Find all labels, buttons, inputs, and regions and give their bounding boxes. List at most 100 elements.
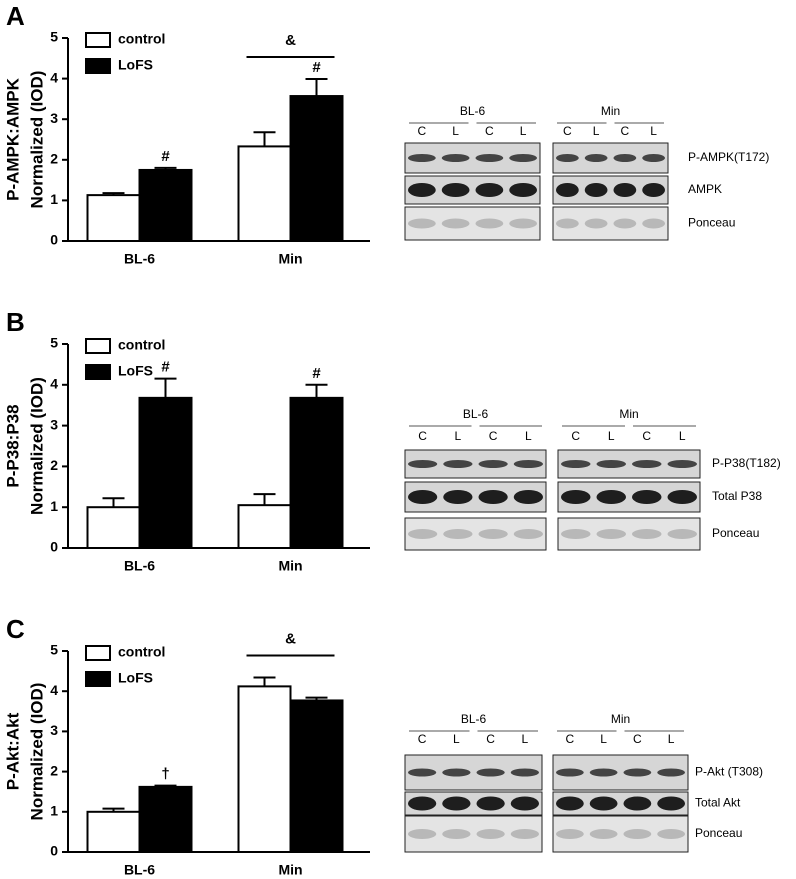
y-axis-label: P-AMPK:AMPK bbox=[3, 77, 22, 200]
y-tick-label: 2 bbox=[50, 151, 58, 167]
legend-label: control bbox=[118, 31, 165, 47]
y-tick-label: 1 bbox=[50, 803, 58, 819]
blot-band bbox=[509, 183, 537, 197]
lane-label: C bbox=[486, 732, 495, 746]
lane-label: C bbox=[485, 124, 494, 138]
blot-row-label: P-AMPK(T172) bbox=[688, 150, 769, 164]
blot-band bbox=[408, 490, 438, 504]
blot-row-label: Total Akt bbox=[695, 796, 741, 810]
blot-band bbox=[441, 183, 470, 197]
blot-row-label: Ponceau bbox=[712, 526, 759, 540]
blot-band bbox=[561, 460, 591, 468]
blot-band bbox=[510, 796, 539, 811]
blot-band bbox=[408, 529, 438, 539]
legend-swatch bbox=[85, 671, 111, 687]
panel-letter: C bbox=[6, 614, 25, 644]
y-tick-label: 3 bbox=[50, 722, 58, 738]
blot-band bbox=[513, 460, 543, 468]
y-tick-label: 1 bbox=[50, 498, 58, 514]
x-tick-label: BL-6 bbox=[124, 862, 155, 878]
blot-band bbox=[441, 218, 470, 229]
lane-label: C bbox=[418, 124, 427, 138]
blot-group-label: BL-6 bbox=[463, 407, 489, 421]
blot-band bbox=[632, 460, 662, 468]
blot-band bbox=[623, 768, 652, 777]
blot-band bbox=[556, 154, 579, 162]
x-tick-label: Min bbox=[278, 251, 302, 267]
blot-group-label: Min bbox=[611, 712, 630, 726]
blot-band bbox=[408, 154, 436, 162]
lane-label: L bbox=[593, 124, 600, 138]
blot-group-label: BL-6 bbox=[461, 712, 487, 726]
blot-band bbox=[443, 490, 473, 504]
lane-label: C bbox=[621, 124, 630, 138]
blot-band bbox=[442, 768, 471, 777]
lane-label: C bbox=[563, 124, 572, 138]
significance-mark: † bbox=[161, 766, 169, 783]
significance-mark: # bbox=[312, 59, 321, 76]
lane-label: L bbox=[679, 429, 686, 443]
blot-band bbox=[613, 218, 637, 229]
blot-band bbox=[667, 529, 697, 539]
blot-band bbox=[442, 829, 471, 839]
legend-swatch bbox=[85, 338, 111, 354]
blot-row-label: P-P38(T182) bbox=[712, 456, 781, 470]
blot-band bbox=[556, 768, 584, 777]
blot-row-label: Ponceau bbox=[695, 826, 742, 840]
panel-letter: B bbox=[6, 307, 25, 337]
blot-band bbox=[589, 796, 618, 811]
blot-band bbox=[408, 796, 437, 811]
bar bbox=[237, 685, 292, 853]
significance-mark: # bbox=[161, 359, 170, 376]
blot-band bbox=[589, 768, 618, 777]
y-axis-label: P-Akt:Akt bbox=[3, 712, 22, 790]
lane-label: L bbox=[453, 732, 460, 746]
blot-band bbox=[613, 183, 637, 197]
blot-band bbox=[596, 490, 626, 504]
blot-band bbox=[513, 490, 543, 504]
legend-swatch bbox=[85, 32, 111, 48]
lane-label: L bbox=[520, 124, 527, 138]
lane-label: C bbox=[418, 732, 427, 746]
lane-label: C bbox=[566, 732, 575, 746]
lane-label: C bbox=[571, 429, 580, 443]
group-significance: & bbox=[285, 631, 296, 648]
bar bbox=[138, 396, 193, 549]
x-tick-label: BL-6 bbox=[124, 251, 155, 267]
y-tick-label: 2 bbox=[50, 457, 58, 473]
lane-label: L bbox=[452, 124, 459, 138]
y-tick-label: 1 bbox=[50, 191, 58, 207]
blot-band bbox=[556, 183, 579, 197]
blot-band bbox=[478, 529, 508, 539]
bar bbox=[289, 396, 344, 549]
blot-band bbox=[657, 829, 685, 839]
blot-band bbox=[475, 218, 504, 229]
y-tick-label: 3 bbox=[50, 416, 58, 432]
blot-band bbox=[642, 218, 665, 229]
y-tick-label: 4 bbox=[50, 682, 58, 698]
blot-band bbox=[442, 796, 471, 811]
lane-label: L bbox=[608, 429, 615, 443]
x-tick-label: Min bbox=[278, 558, 302, 574]
lane-label: L bbox=[600, 732, 607, 746]
bar bbox=[138, 168, 193, 242]
bar bbox=[138, 785, 193, 853]
y-tick-label: 0 bbox=[50, 539, 58, 555]
bar bbox=[86, 506, 141, 550]
blot-band bbox=[478, 490, 508, 504]
lane-label: L bbox=[455, 429, 462, 443]
legend-label: LoFS bbox=[118, 670, 153, 686]
blot-band bbox=[510, 829, 539, 839]
lane-label: L bbox=[525, 429, 532, 443]
y-axis-label: Normalized (IOD) bbox=[27, 377, 46, 515]
blot-row-label: AMPK bbox=[688, 182, 722, 196]
x-tick-label: BL-6 bbox=[124, 558, 155, 574]
blot-band bbox=[510, 768, 539, 777]
y-tick-label: 3 bbox=[50, 110, 58, 126]
blot-band bbox=[561, 490, 591, 504]
bar bbox=[86, 194, 141, 242]
blot-row-label: P-Akt (T308) bbox=[695, 765, 763, 779]
blot-band bbox=[408, 829, 437, 839]
legend-swatch bbox=[85, 364, 111, 380]
